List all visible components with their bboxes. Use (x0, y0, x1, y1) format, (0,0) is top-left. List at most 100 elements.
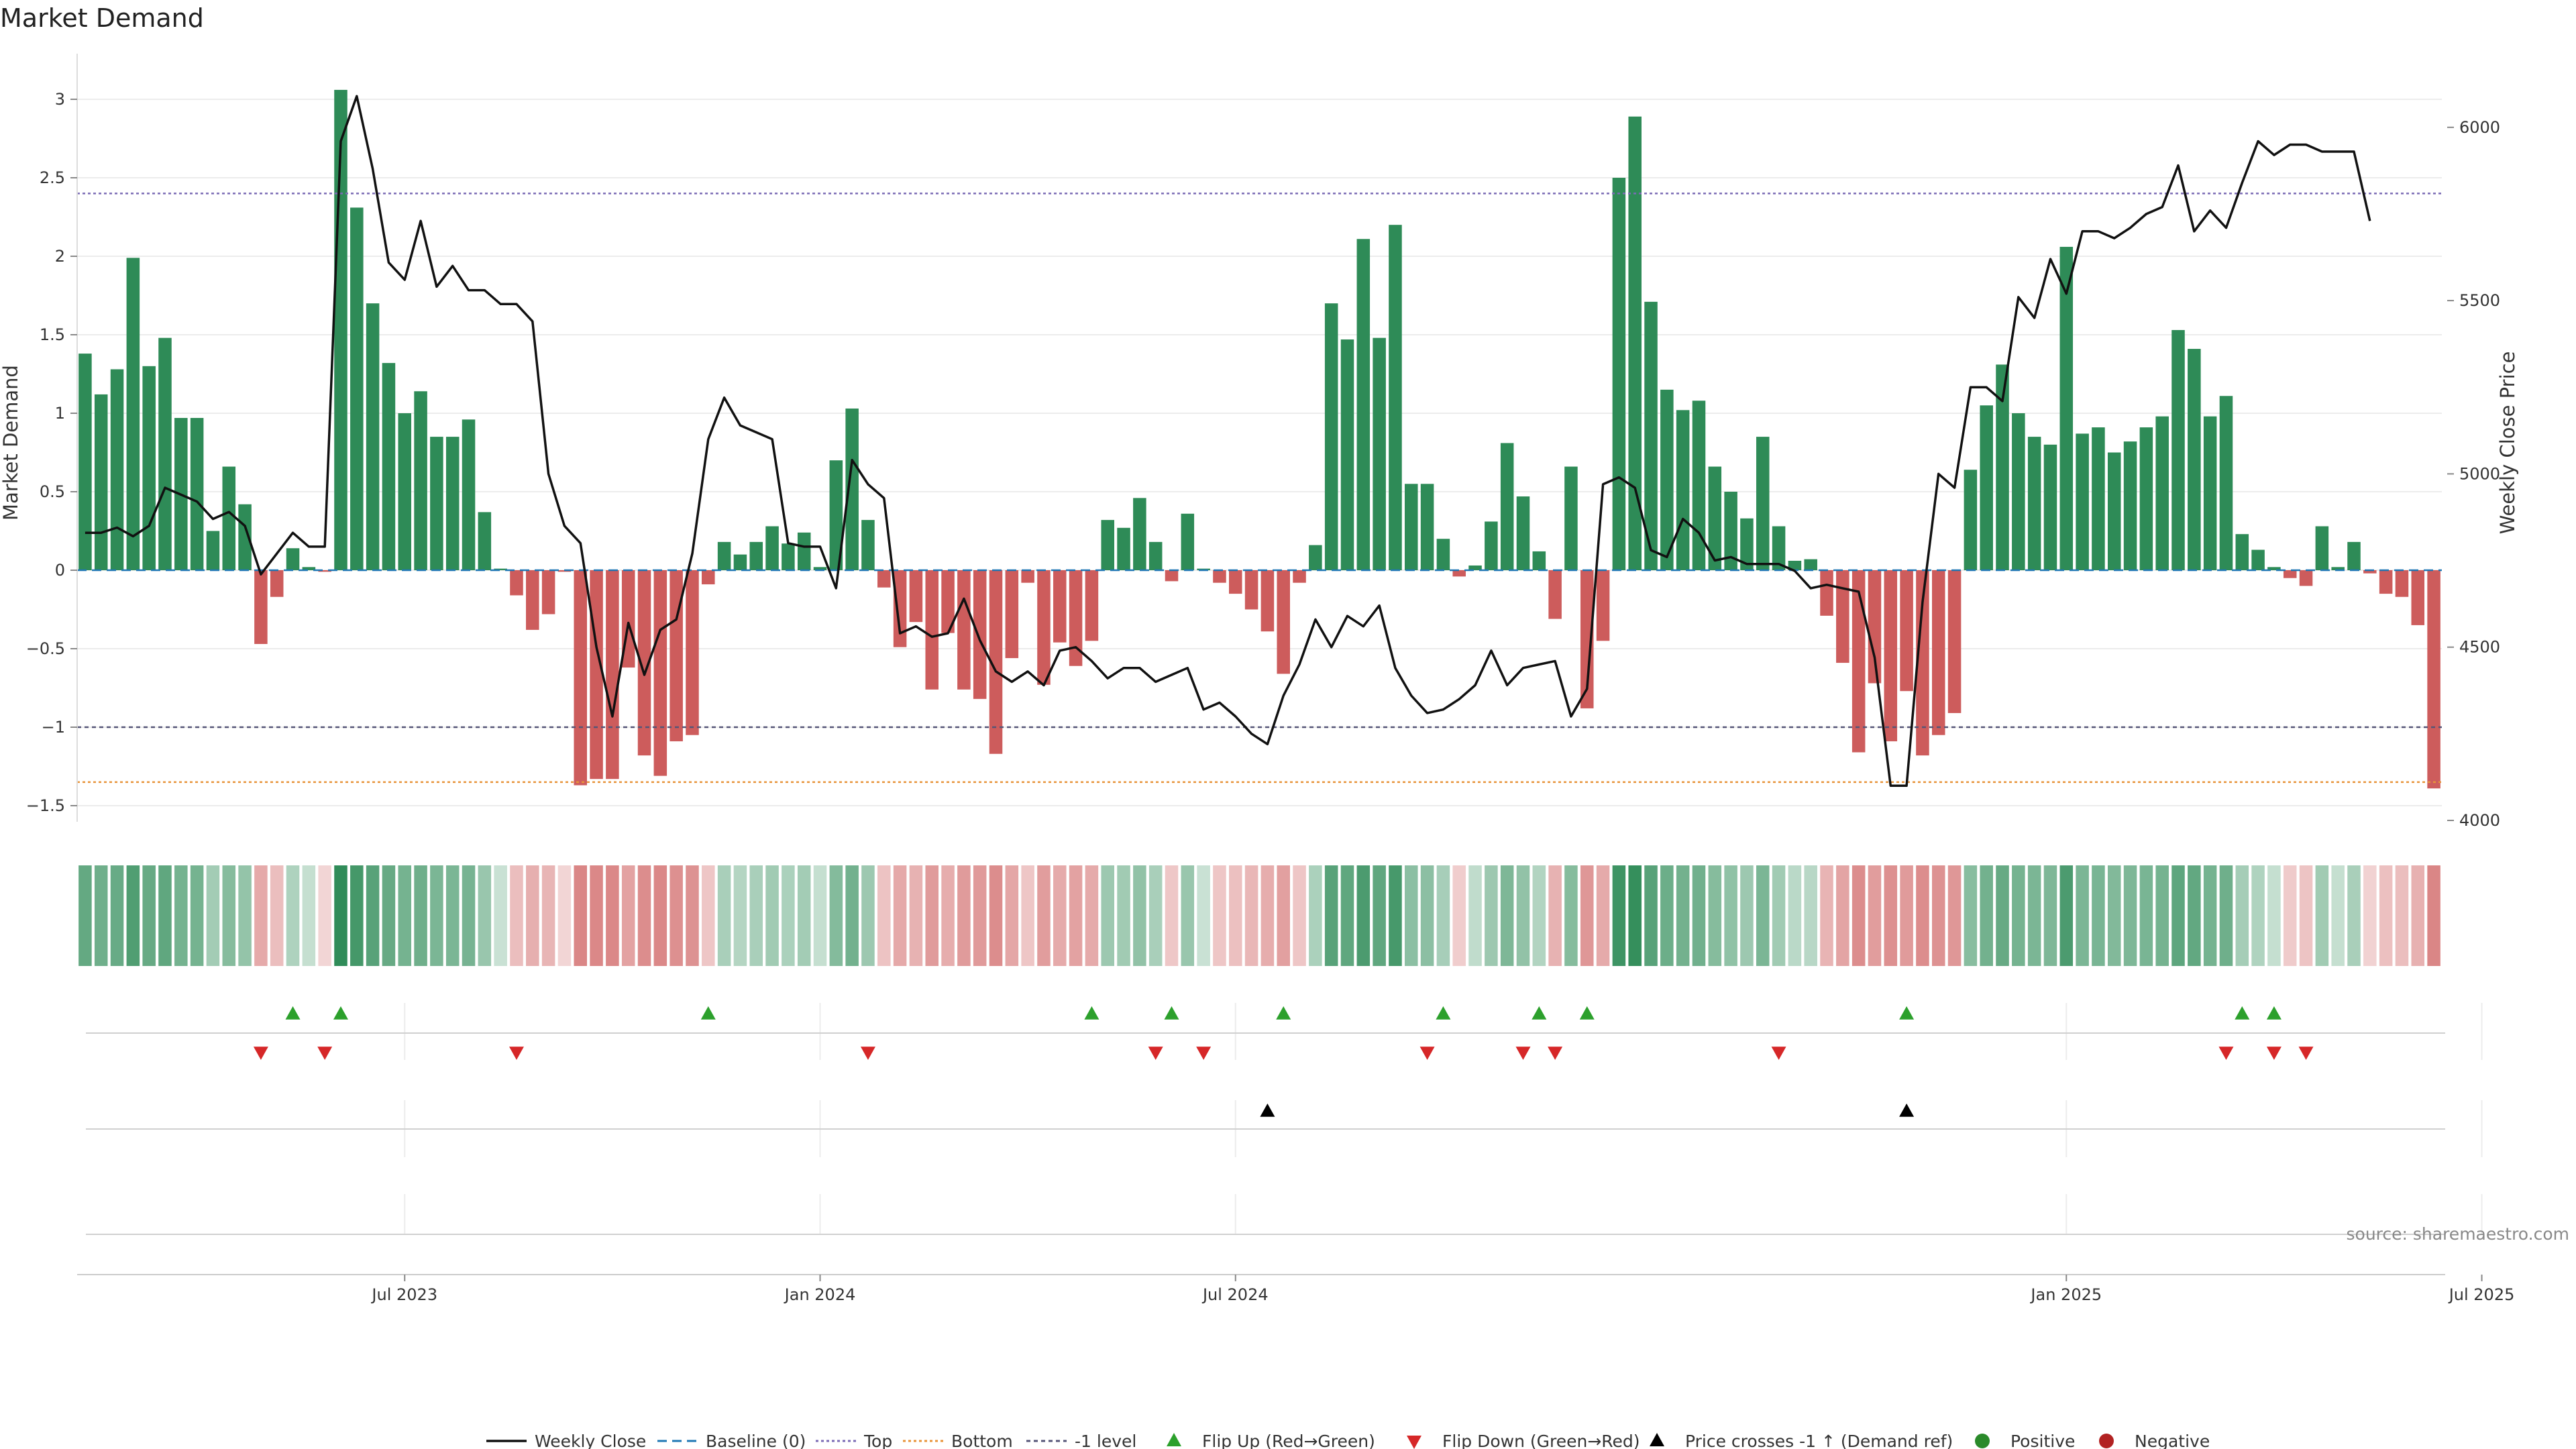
weekly-close-polyline (85, 95, 2371, 788)
legend-glyph-price-cross (1650, 1433, 1664, 1446)
demand-bar (1117, 527, 1130, 570)
heat-cell (1788, 865, 1802, 966)
demand-bar (845, 408, 859, 570)
heat-cell (957, 865, 971, 966)
demand-bar (2219, 396, 2233, 570)
heat-cell (1133, 865, 1146, 966)
heat-cell (669, 865, 683, 966)
demand-bar (1389, 225, 1402, 570)
heat-cell (1436, 865, 1450, 966)
y-tick-label-right: 6000 (2459, 118, 2500, 137)
demand-bar (797, 532, 811, 570)
demand-bar (94, 394, 108, 570)
demand-bar (478, 512, 492, 570)
demand-bar (382, 363, 396, 570)
flip-down-marker (1515, 1046, 1531, 1060)
demand-bar (2283, 570, 2297, 578)
demand-bar (2427, 570, 2440, 789)
heat-cell (270, 865, 284, 966)
demand-bar (2299, 570, 2313, 586)
heat-cell (765, 865, 779, 966)
heat-cell (1564, 865, 1578, 966)
y-tick-label-left: −1 (42, 718, 65, 737)
heat-cell (829, 865, 843, 966)
heat-cell (350, 865, 364, 966)
heat-cell (206, 865, 220, 966)
heat-cell (94, 865, 108, 966)
heat-cell (749, 865, 763, 966)
heat-cell (1964, 865, 1978, 966)
demand-bar (702, 570, 715, 585)
demand-bar (1101, 520, 1114, 570)
demand-bar (110, 369, 124, 570)
demand-bar (430, 437, 443, 570)
demand-bar (2251, 549, 2265, 570)
heat-cell (717, 865, 731, 966)
heat-cell (2363, 865, 2377, 966)
heat-cell (1181, 865, 1195, 966)
flip-down-marker (1771, 1046, 1786, 1060)
heat-cell (478, 865, 492, 966)
demand-bar (2347, 541, 2361, 570)
flip-down-marker (2218, 1046, 2234, 1060)
heat-cell (797, 865, 811, 966)
heat-cell (1900, 865, 1913, 966)
demand-bar (2155, 416, 2169, 570)
heat-cell (1772, 865, 1786, 966)
heat-cell (1117, 865, 1130, 966)
demand-bar (398, 413, 412, 570)
demand-bar (1916, 570, 1929, 756)
reference-lines (77, 193, 2442, 784)
demand-bar (238, 504, 252, 570)
flip-down-marker (1196, 1046, 1212, 1060)
demand-bar (510, 570, 523, 596)
demand-bar (1820, 570, 1833, 616)
heat-cell (1452, 865, 1466, 966)
heat-cell (1676, 865, 1690, 966)
y-tick-label-right: 5500 (2459, 291, 2500, 310)
heat-cell (190, 865, 204, 966)
heat-cell (1947, 865, 1962, 966)
demand-bar (1213, 570, 1226, 583)
heat-cell (1724, 865, 1737, 966)
demand-bar (1596, 570, 1610, 641)
demand-bar (957, 570, 971, 690)
demand-bar (366, 303, 380, 570)
legend-label: -1 level (1075, 1432, 1136, 1449)
demand-bar (989, 570, 1003, 754)
heat-cell (621, 865, 635, 966)
legend: Weekly Close Baseline (0) Top Bottom -1 leve… (486, 1432, 2210, 1449)
x-tick-label: Jan 2025 (2029, 1285, 2102, 1304)
heat-cell (238, 865, 252, 966)
heat-cell (1916, 865, 1929, 966)
demand-bar (494, 568, 507, 570)
demand-bar (1293, 570, 1306, 583)
demand-bar (1900, 570, 1913, 692)
legend-label: Flip Up (Red→Green) (1202, 1432, 1375, 1449)
demand-bar (2107, 452, 2121, 570)
legend-label: Price crosses -1 ↑ (Demand ref) (1685, 1432, 1953, 1449)
demand-bar (526, 570, 539, 630)
demand-bar (190, 418, 204, 570)
heat-cell (1996, 865, 2009, 966)
demand-bar (765, 526, 779, 570)
demand-bar (254, 570, 268, 644)
demand-bar (1021, 570, 1034, 583)
heat-cell (382, 865, 396, 966)
demand-bar (414, 391, 427, 570)
demand-bar (606, 570, 619, 780)
heat-cell (2411, 865, 2425, 966)
demand-bar (2043, 444, 2057, 570)
flip-markers-panel (86, 1006, 2445, 1060)
heat-cell (1405, 865, 1418, 966)
demand-bar (1772, 526, 1786, 570)
demand-bar (1931, 570, 1945, 735)
y-tick-label-left: 1.5 (40, 325, 65, 344)
demand-bar (1053, 570, 1067, 643)
demand-bar (2092, 427, 2105, 570)
demand-bar (78, 354, 92, 570)
demand-bar (350, 207, 364, 571)
demand-bar (1964, 470, 1978, 570)
